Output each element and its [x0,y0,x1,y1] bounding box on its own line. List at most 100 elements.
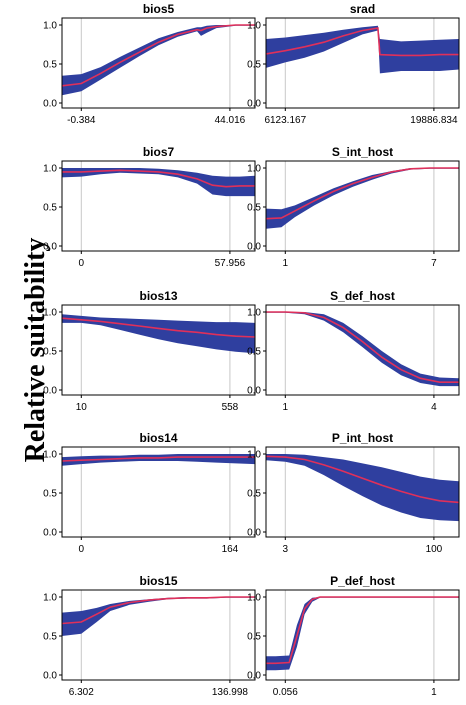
response-curve [61,596,255,625]
y-tick-label: 0.5 [247,632,261,643]
y-tick-label: 1.0 [43,21,57,32]
panel-bios15: bios15 0.0 0.5 1.0 6.302 136.998 [43,574,256,698]
y-tick-label: 0.0 [247,242,261,253]
y-tick-label: 1.0 [43,593,57,604]
panel-frame [61,160,256,252]
response-curve [62,169,255,188]
y-tick-label: 0.5 [247,60,261,71]
x-tick-label: 44.016 [215,115,246,126]
panel-title: bios14 [139,431,177,445]
y-tick-label: 0.5 [43,489,57,500]
x-tick-label: -0.384 [67,115,96,126]
y-tick-label: 0.0 [43,99,57,110]
confidence-band [62,168,255,197]
x-tick-label: 19886.834 [410,115,458,126]
x-tick-label: 6.302 [69,687,94,698]
panel-bios14: bios14 0.0 0.5 1.0 0 164 [43,431,256,555]
response-curve [265,167,459,220]
panel-frame [265,446,460,538]
y-tick-label: 0.0 [247,386,261,397]
y-tick-label: 0.0 [43,242,57,253]
x-tick-label: 0 [79,544,85,555]
y-tick-label: 1.0 [43,450,57,461]
y-axis-label: Relative suitability [20,238,51,463]
y-tick-label: 0.5 [247,347,261,358]
y-tick-label: 0.5 [247,203,261,214]
response-curve [265,455,460,504]
y-tick-label: 0.5 [43,203,57,214]
panel-title: P_def_host [330,574,395,588]
panel-title: bios7 [143,145,175,159]
panel-title: bios5 [143,2,175,16]
panel-frame [265,160,460,252]
panel-srad: srad 0.0 0.5 1.0 6123.167 19886.834 [247,2,460,126]
x-tick-label: 10 [76,402,88,413]
x-tick-label: 4 [431,402,437,413]
panel-title: S_int_host [332,145,393,159]
panel-title: S_def_host [330,289,395,303]
x-tick-label: 0 [79,258,85,269]
y-tick-label: 0.5 [43,60,57,71]
y-tick-label: 1.0 [247,593,261,604]
x-tick-label: 558 [222,402,239,413]
confidence-band [266,168,459,229]
response-curve [265,27,459,57]
x-tick-label: 3 [283,544,289,555]
y-tick-label: 1.0 [43,164,57,175]
response-curve [61,24,255,87]
panel-title: P_int_host [332,431,393,445]
response-curve [61,456,255,462]
y-tick-label: 0.0 [247,99,261,110]
panel-P_int_host: P_int_host 0.0 0.5 1.0 3 100 [247,431,460,555]
confidence-band [266,454,459,522]
panel-frame [61,589,256,681]
x-tick-label: 6123.167 [264,115,306,126]
x-tick-label: 57.956 [215,258,246,269]
confidence-band [62,25,255,96]
panel-S_def_host: S_def_host 0.0 0.5 1.0 1 4 [247,289,460,413]
panel-title: bios13 [139,289,177,303]
y-tick-label: 1.0 [247,21,261,32]
panel-title: bios15 [139,574,177,588]
y-tick-label: 1.0 [247,164,261,175]
panel-bios13: bios13 0.0 0.5 1.0 10 558 [43,289,256,413]
y-tick-label: 0.5 [247,489,261,500]
confidence-band [62,314,255,354]
panel-frame [265,304,460,396]
x-tick-label: 100 [426,544,443,555]
y-tick-label: 0.0 [43,671,57,682]
panels: bios5 0.0 0.5 1.0 -0.384 44.016 srad 0.0 0.5 1.0 6… [43,2,460,698]
x-tick-label: 1 [283,258,289,269]
y-tick-label: 0.0 [43,386,57,397]
y-tick-label: 0.0 [247,528,261,539]
response-curve [266,596,459,665]
panel-title: srad [350,2,375,16]
panel-frame [61,17,256,109]
y-tick-label: 1.0 [43,308,57,319]
panel-frame [265,17,460,109]
panel-frame [61,446,256,538]
y-tick-label: 0.0 [43,528,57,539]
x-tick-label: 1 [283,402,289,413]
panel-S_int_host: S_int_host 0.0 0.5 1.0 1 7 [247,145,460,269]
x-tick-label: 1 [431,687,437,698]
panel-bios7: bios7 0.0 0.5 1.0 0 57.956 [43,145,256,269]
response-curve [266,311,459,384]
y-tick-label: 1.0 [247,450,261,461]
x-tick-label: 0.056 [273,687,298,698]
panel-frame [265,589,460,681]
x-tick-label: 7 [431,258,437,269]
panel-bios5: bios5 0.0 0.5 1.0 -0.384 44.016 [43,2,256,126]
confidence-band [266,312,459,387]
y-tick-label: 0.0 [247,671,261,682]
response-curve [61,317,256,338]
panel-frame [61,304,256,396]
y-tick-label: 0.5 [43,347,57,358]
confidence-band [266,25,459,74]
x-tick-label: 164 [222,544,239,555]
x-tick-label: 136.998 [212,687,249,698]
confidence-band [266,597,459,671]
y-tick-label: 1.0 [247,308,261,319]
y-tick-label: 0.5 [43,632,57,643]
